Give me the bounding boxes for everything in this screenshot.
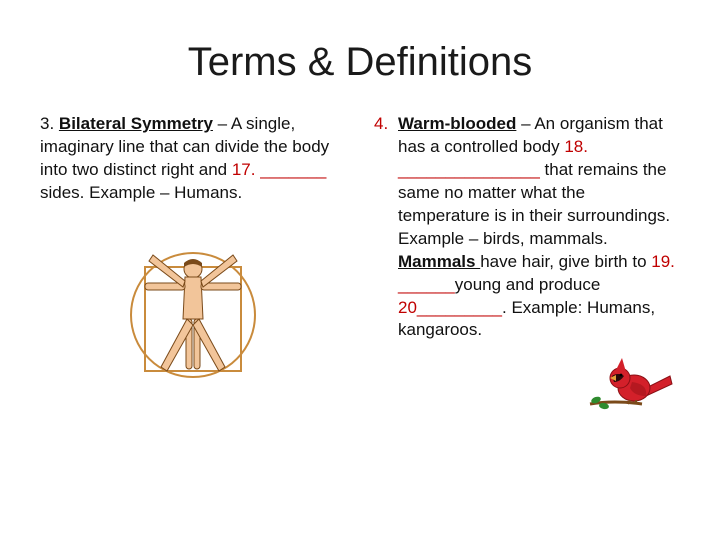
item-number-4: 4. [374, 113, 398, 342]
definition-4: 4. Warm-blooded – An organism that has a… [374, 113, 680, 342]
vitruvian-illustration-wrap [40, 233, 346, 393]
def4-body: Warm-blooded – An organism that has a co… [398, 113, 680, 342]
right-column: 4. Warm-blooded – An organism that has a… [374, 113, 680, 416]
def4-text-d: young and produce [455, 275, 601, 294]
dash: – [213, 114, 231, 133]
cardinal-illustration-wrap [374, 346, 680, 416]
blank-19: ______ [398, 275, 455, 294]
blank-18-label: 18. [564, 137, 588, 156]
def3-text-b: sides. Example – Humans. [40, 183, 242, 202]
left-column: 3. Bilateral Symmetry – A single, imagin… [40, 113, 346, 416]
item-number-3: 3. [40, 114, 54, 133]
term-mammals: Mammals [398, 252, 480, 271]
blank-20-label: 20 [398, 298, 417, 317]
term-warm-blooded: Warm-blooded [398, 114, 516, 133]
blank-20: _________ [417, 298, 502, 317]
blank-19-label: 19. [651, 252, 675, 271]
slide: Terms & Definitions 3. Bilateral Symmetr… [0, 0, 720, 540]
blank-17: _______ [260, 160, 326, 179]
blank-18: _______________ [398, 160, 540, 179]
cardinal-bird-icon [584, 346, 674, 416]
def4-text-c: have hair, give birth to [480, 252, 651, 271]
slide-title: Terms & Definitions [40, 40, 680, 85]
vitruvian-man-icon [123, 233, 263, 393]
columns: 3. Bilateral Symmetry – A single, imagin… [40, 113, 680, 416]
blank-17-label: 17. [232, 160, 260, 179]
definition-3: 3. Bilateral Symmetry – A single, imagin… [40, 113, 346, 205]
term-bilateral-symmetry: Bilateral Symmetry [59, 114, 213, 133]
dash-4: – [516, 114, 534, 133]
